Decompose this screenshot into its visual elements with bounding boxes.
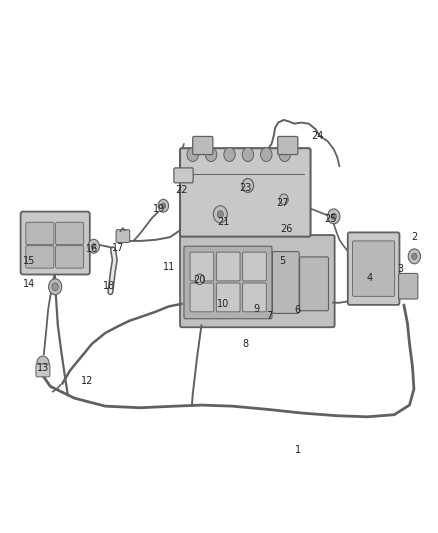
FancyBboxPatch shape [193,136,213,155]
Text: 4: 4 [367,273,373,283]
FancyBboxPatch shape [300,257,328,311]
FancyBboxPatch shape [180,235,335,327]
FancyBboxPatch shape [272,252,299,313]
Text: 14: 14 [23,279,35,288]
Text: 15: 15 [23,256,35,266]
FancyBboxPatch shape [216,283,240,312]
Text: 1: 1 [295,446,301,455]
Circle shape [92,244,96,249]
FancyBboxPatch shape [26,222,54,245]
Text: 17: 17 [112,243,124,253]
Circle shape [195,274,204,285]
Text: 7: 7 [266,311,272,320]
Text: 23: 23 [239,183,251,192]
Text: 24: 24 [311,131,324,141]
Circle shape [328,209,340,224]
FancyBboxPatch shape [56,246,84,268]
Text: 11: 11 [162,262,175,271]
Text: 26: 26 [281,224,293,234]
Circle shape [279,194,288,205]
FancyBboxPatch shape [180,148,311,237]
Text: 6: 6 [295,305,301,315]
FancyBboxPatch shape [26,246,54,268]
Text: 25: 25 [325,214,337,223]
Text: 9: 9 [253,304,259,314]
Circle shape [242,179,254,192]
Circle shape [279,148,290,161]
Circle shape [187,148,198,161]
Text: 5: 5 [279,256,286,266]
FancyBboxPatch shape [353,241,395,296]
FancyBboxPatch shape [184,246,272,319]
FancyBboxPatch shape [190,283,214,312]
Text: 19: 19 [153,204,165,214]
FancyBboxPatch shape [243,252,266,281]
Text: 3: 3 [398,264,404,274]
Text: 27: 27 [276,198,289,207]
Circle shape [331,213,336,220]
Text: 22: 22 [176,185,188,195]
Text: 20: 20 [193,275,205,285]
Text: 8: 8 [242,339,248,349]
Text: 2: 2 [411,232,417,242]
Circle shape [158,199,169,212]
Circle shape [242,148,254,161]
Circle shape [412,253,417,260]
FancyBboxPatch shape [174,168,193,183]
Text: 16: 16 [86,244,98,254]
Circle shape [161,203,166,208]
Text: 12: 12 [81,376,94,386]
Circle shape [224,148,235,161]
Circle shape [213,206,227,223]
Text: 21: 21 [217,217,230,227]
Circle shape [205,148,217,161]
Circle shape [408,249,420,264]
Circle shape [37,356,49,371]
Circle shape [261,148,272,161]
Circle shape [52,283,58,290]
FancyBboxPatch shape [278,136,298,155]
FancyBboxPatch shape [190,252,214,281]
Text: 13: 13 [37,363,49,373]
FancyBboxPatch shape [348,232,399,305]
FancyBboxPatch shape [399,273,418,299]
FancyBboxPatch shape [116,230,130,243]
Circle shape [217,211,223,218]
Circle shape [88,239,99,253]
Text: 18: 18 [102,281,115,291]
FancyBboxPatch shape [216,252,240,281]
Text: 10: 10 [217,299,230,309]
FancyBboxPatch shape [36,364,50,377]
FancyBboxPatch shape [56,222,84,245]
FancyBboxPatch shape [21,212,90,274]
FancyBboxPatch shape [243,283,266,312]
Circle shape [49,279,62,295]
